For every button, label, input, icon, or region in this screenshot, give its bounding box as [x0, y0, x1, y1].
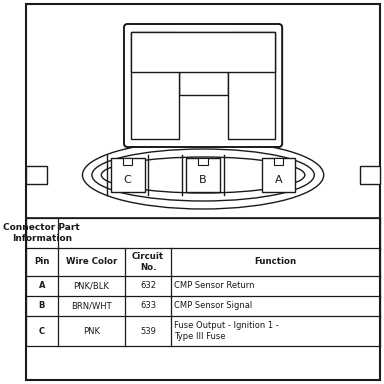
Text: BRN/WHT: BRN/WHT: [71, 301, 112, 311]
Bar: [131, 32, 179, 139]
FancyBboxPatch shape: [124, 24, 282, 147]
Bar: [179, 32, 228, 95]
Text: Circuit
No.: Circuit No.: [132, 252, 164, 272]
Bar: [274, 158, 283, 165]
Text: Pin: Pin: [34, 258, 50, 266]
Text: C: C: [124, 175, 132, 185]
Bar: [26, 166, 47, 184]
Bar: [186, 158, 220, 192]
Bar: [199, 158, 208, 165]
Text: A: A: [39, 281, 45, 291]
Text: 633: 633: [140, 301, 156, 311]
Text: CMP Sensor Return: CMP Sensor Return: [174, 281, 255, 291]
Text: Function: Function: [255, 258, 297, 266]
Text: B: B: [39, 301, 45, 311]
Bar: [131, 32, 275, 72]
Bar: [262, 158, 295, 192]
Bar: [228, 32, 275, 139]
Text: Fuse Output - Ignition 1 -
Type III Fuse: Fuse Output - Ignition 1 - Type III Fuse: [174, 321, 279, 341]
Bar: [359, 166, 380, 184]
Text: B: B: [199, 175, 207, 185]
Ellipse shape: [101, 157, 305, 193]
Text: PNK: PNK: [83, 326, 100, 336]
Text: C: C: [39, 326, 45, 336]
Text: A: A: [275, 175, 282, 185]
Bar: [111, 158, 145, 192]
Bar: [131, 32, 275, 64]
Text: CMP Sensor Signal: CMP Sensor Signal: [174, 301, 252, 311]
Text: PNK/BLK: PNK/BLK: [74, 281, 109, 291]
Text: 539: 539: [140, 326, 156, 336]
Ellipse shape: [81, 139, 326, 211]
Text: 632: 632: [140, 281, 156, 291]
Bar: [123, 158, 132, 165]
Text: Wire Color: Wire Color: [66, 258, 117, 266]
Text: Connector Part
Information: Connector Part Information: [3, 223, 80, 243]
